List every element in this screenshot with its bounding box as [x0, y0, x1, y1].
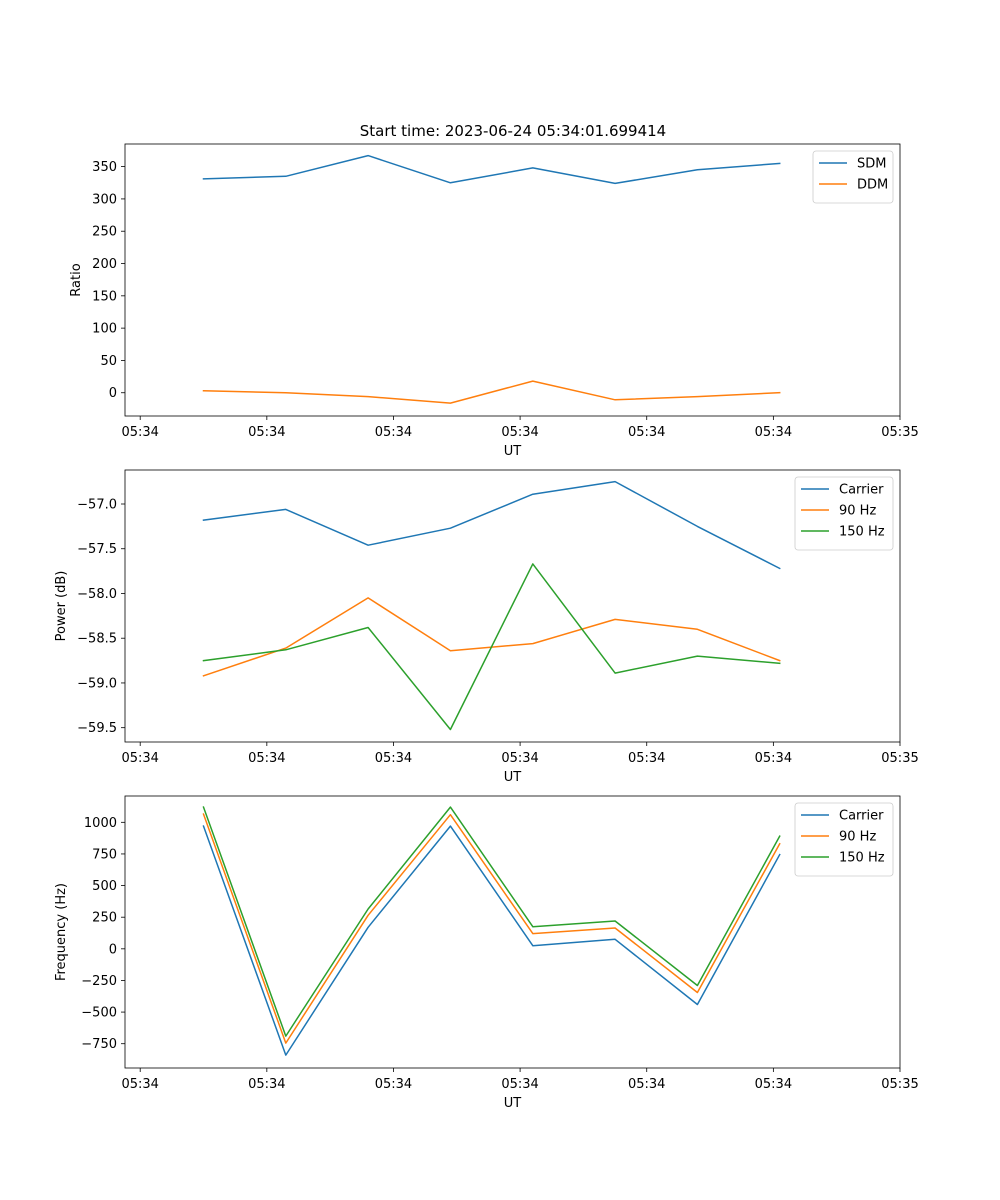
x-axis-label: UT	[504, 444, 522, 459]
y-tick-label: −59.0	[77, 676, 117, 691]
y-axis-label: Ratio	[69, 263, 84, 296]
legend: Carrier 90 Hz 150 Hz	[794, 802, 894, 877]
x-axis-label: UT	[504, 1096, 522, 1111]
series-line-1	[202, 825, 781, 1056]
y-tick-label: 150	[92, 289, 117, 304]
y-tick-label: 0	[109, 386, 117, 401]
legend-label: Carrier	[839, 809, 884, 824]
legend-box	[812, 150, 894, 204]
series-line-2	[202, 813, 781, 1044]
y-tick-label: 200	[92, 257, 117, 272]
x-tick-label: 05:34	[755, 1077, 792, 1092]
y-tick-label: −57.0	[77, 498, 117, 513]
chart-3: 05:34 05:34 05:34 05:34 05:34 05:34 05:35 −750 −…	[54, 795, 919, 1111]
x-tick-label: 05:34	[628, 751, 665, 766]
x-tick-label: 05:35	[881, 1077, 918, 1092]
legend-label: DDM	[857, 178, 888, 193]
x-tick-label: 05:34	[248, 751, 285, 766]
x-tick-label: 05:34	[628, 1077, 665, 1092]
x-tick-label: 05:34	[755, 425, 792, 440]
series-line-2	[202, 380, 781, 404]
y-axis-label: Frequency (Hz)	[54, 883, 69, 981]
x-tick-label: 05:35	[881, 425, 918, 440]
legend-label: 90 Hz	[839, 830, 876, 845]
axes-frame	[124, 469, 901, 743]
y-tick-label: −59.5	[77, 721, 117, 736]
x-tick-label: 05:34	[501, 1077, 538, 1092]
figure-title: Start time: 2023-06-24 05:34:01.699414	[360, 122, 666, 140]
y-tick-label: −750	[81, 1037, 117, 1052]
legend-label: 150 Hz	[839, 525, 885, 540]
y-tick-label: −58.5	[77, 632, 117, 647]
x-tick-label: 05:34	[121, 1077, 158, 1092]
x-tick-label: 05:35	[881, 751, 918, 766]
y-tick-label: 500	[92, 879, 117, 894]
x-tick-label: 05:34	[375, 1077, 412, 1092]
y-tick-label: 1000	[84, 816, 117, 831]
x-axis-label: UT	[504, 770, 522, 785]
y-tick-label: −58.0	[77, 587, 117, 602]
axes-frame	[124, 143, 901, 417]
series-line-1	[202, 154, 781, 185]
x-tick-label: 05:34	[755, 751, 792, 766]
axes-frame	[124, 795, 901, 1069]
series-line-1	[202, 480, 781, 570]
legend-label: 90 Hz	[839, 504, 876, 519]
charts-container: 05:34 05:34 05:34 05:34 05:34 05:34 05:35 0 50 10…	[54, 143, 919, 1111]
y-tick-label: 300	[92, 192, 117, 207]
legend-label: SDM	[857, 157, 886, 172]
x-tick-label: 05:34	[248, 1077, 285, 1092]
y-axis-label: Power (dB)	[54, 571, 69, 642]
series-line-3	[202, 806, 781, 1037]
series-line-3	[202, 563, 781, 731]
chart-2: 05:34 05:34 05:34 05:34 05:34 05:34 05:35 −59.5…	[54, 469, 919, 785]
x-tick-label: 05:34	[121, 751, 158, 766]
legend: SDM DDM	[812, 150, 894, 204]
y-tick-label: 750	[92, 847, 117, 862]
chart-1: 05:34 05:34 05:34 05:34 05:34 05:34 05:35 0 50 10…	[69, 143, 919, 459]
y-tick-label: 250	[92, 225, 117, 240]
x-tick-label: 05:34	[501, 425, 538, 440]
y-tick-label: −250	[81, 974, 117, 989]
y-tick-label: −57.5	[77, 542, 117, 557]
legend-label: 150 Hz	[839, 851, 885, 866]
y-tick-label: 50	[100, 354, 117, 369]
y-tick-label: −500	[81, 1006, 117, 1021]
x-tick-label: 05:34	[501, 751, 538, 766]
y-tick-label: 250	[92, 911, 117, 926]
y-tick-label: 350	[92, 160, 117, 175]
legend: Carrier 90 Hz 150 Hz	[794, 476, 894, 551]
x-tick-label: 05:34	[375, 751, 412, 766]
x-tick-label: 05:34	[121, 425, 158, 440]
x-tick-label: 05:34	[248, 425, 285, 440]
legend-label: Carrier	[839, 483, 884, 498]
y-tick-label: 0	[109, 942, 117, 957]
x-tick-label: 05:34	[375, 425, 412, 440]
x-tick-label: 05:34	[628, 425, 665, 440]
y-tick-label: 100	[92, 322, 117, 337]
